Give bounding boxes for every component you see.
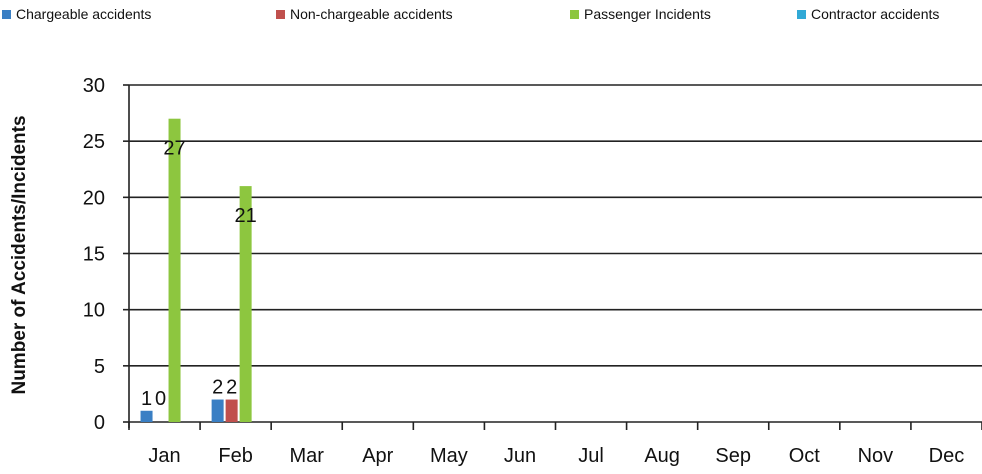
data-label: 1	[141, 388, 152, 410]
x-tick-label: Apr	[362, 445, 393, 467]
x-tick-label: Sep	[715, 445, 751, 467]
chart-legend: Chargeable accidents Non-chargeable acci…	[0, 6, 982, 28]
x-tick-label: Jun	[504, 445, 536, 467]
x-tick-label: Aug	[644, 445, 680, 467]
x-tick-label: Dec	[929, 445, 965, 467]
y-tick-label: 15	[83, 244, 105, 266]
legend-label: Non-chargeable accidents	[290, 6, 453, 22]
bar	[211, 399, 224, 422]
x-tick-label: Feb	[218, 445, 252, 467]
x-tick-label: Nov	[858, 445, 894, 467]
x-tick-label: Oct	[789, 445, 821, 467]
x-tick-label: Jan	[148, 445, 180, 467]
bar	[225, 399, 238, 422]
data-label: 21	[235, 205, 257, 227]
y-tick-label: 20	[83, 187, 105, 209]
legend-item-non-chargeable: Non-chargeable accidents	[276, 6, 453, 22]
legend-item-chargeable: Chargeable accidents	[2, 6, 151, 22]
legend-item-passenger: Passenger Incidents	[570, 6, 711, 22]
y-tick-label: 0	[94, 412, 105, 434]
y-tick-label: 25	[83, 131, 105, 153]
bar	[239, 186, 252, 422]
x-tick-label: Jul	[578, 445, 604, 467]
legend-swatch	[570, 9, 579, 19]
x-tick-label: Mar	[289, 445, 324, 467]
data-label: 2	[226, 377, 237, 399]
legend-label: Passenger Incidents	[584, 6, 711, 22]
legend-item-contractor: Contractor accidents	[797, 6, 939, 22]
legend-label: Contractor accidents	[811, 6, 940, 22]
data-label: 0	[155, 388, 166, 410]
bar	[168, 118, 181, 422]
data-label: 27	[163, 138, 185, 160]
legend-swatch	[797, 9, 806, 19]
bar	[140, 410, 153, 422]
x-tick-label: May	[430, 445, 468, 467]
y-tick-label: 5	[94, 356, 105, 378]
data-label: 2	[212, 377, 223, 399]
legend-swatch	[2, 9, 11, 19]
legend-label: Chargeable accidents	[16, 6, 152, 22]
legend-swatch	[276, 9, 285, 19]
y-tick-label: 30	[83, 75, 105, 97]
y-tick-label: 10	[83, 300, 105, 322]
